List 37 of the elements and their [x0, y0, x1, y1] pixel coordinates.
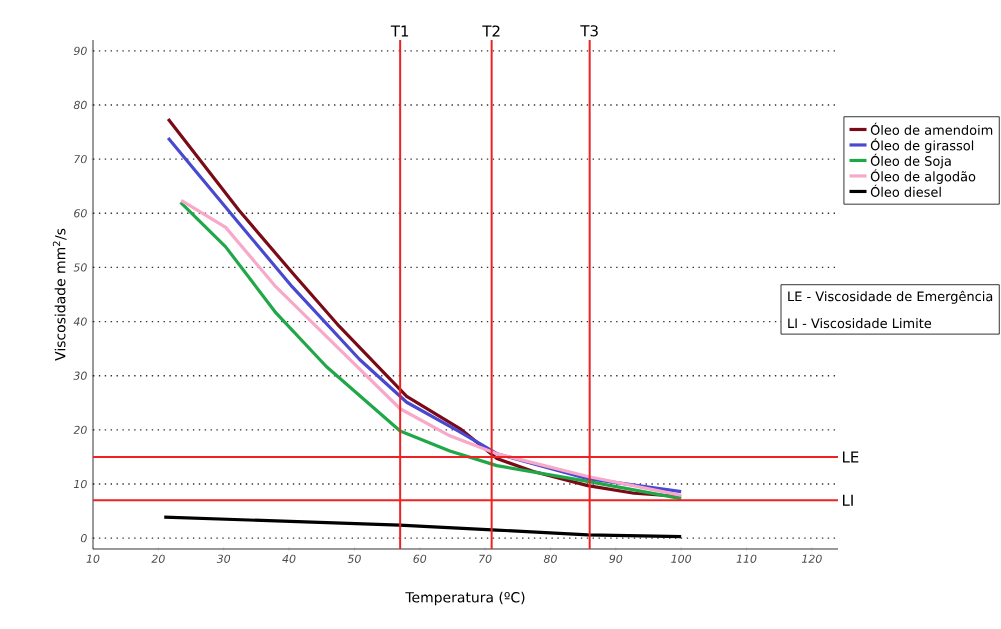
x-tick-label: 30 [216, 554, 231, 563]
x-tick-label: 90 [609, 554, 623, 563]
y-tick-label: 50 [73, 263, 87, 272]
y-tick-label: 90 [73, 46, 87, 55]
x-tick-label: 10 [86, 554, 100, 563]
y-tick-label: 0 [80, 534, 87, 543]
x-tick-label: 100 [671, 554, 692, 563]
legend-label: Óleo de girassol [870, 138, 974, 153]
x-tick-label: 70 [479, 554, 492, 563]
y-axis-title: Viscosidade mm$^{2}$/s [52, 228, 67, 361]
ref-line-label: T3 [580, 25, 598, 37]
legend-label: Óleo diesel [870, 184, 941, 197]
annotation: LI - Viscosidade Limite [788, 318, 932, 329]
legend-label: Óleo de algodão [870, 169, 976, 184]
line-series [162, 515, 683, 539]
annotation: LE - Viscosidade de Emergência [788, 290, 993, 304]
x-tick-label: 60 [413, 554, 427, 563]
x-tick-label: 40 [282, 554, 296, 563]
ref-line-label: T1 [390, 25, 409, 37]
x-tick-label: 120 [801, 554, 822, 563]
y-tick-label: 60 [74, 209, 87, 218]
x-tick-label: 50 [347, 554, 361, 563]
legend-label: Óleo de amendoim [870, 122, 993, 135]
y-tick-label: 80 [73, 100, 87, 110]
x-tick-label: 110 [736, 554, 757, 563]
ref-line-label: LE [843, 451, 859, 463]
y-tick-label: 20 [73, 425, 87, 435]
x-tick-label: 20 [151, 554, 165, 563]
y-tick-label: 40 [73, 317, 87, 326]
x-axis-title: Temperatura (ºC) [405, 591, 525, 606]
y-tick-label: 10 [73, 479, 87, 489]
ref-line-label: T2 [482, 25, 500, 37]
x-tick-label: 80 [543, 554, 557, 563]
legend-label: Óleo de Soja [870, 153, 951, 169]
y-tick-label: 30 [73, 371, 87, 380]
ref-line-label: LI [843, 494, 853, 506]
y-tick-label: 70 [74, 154, 87, 164]
